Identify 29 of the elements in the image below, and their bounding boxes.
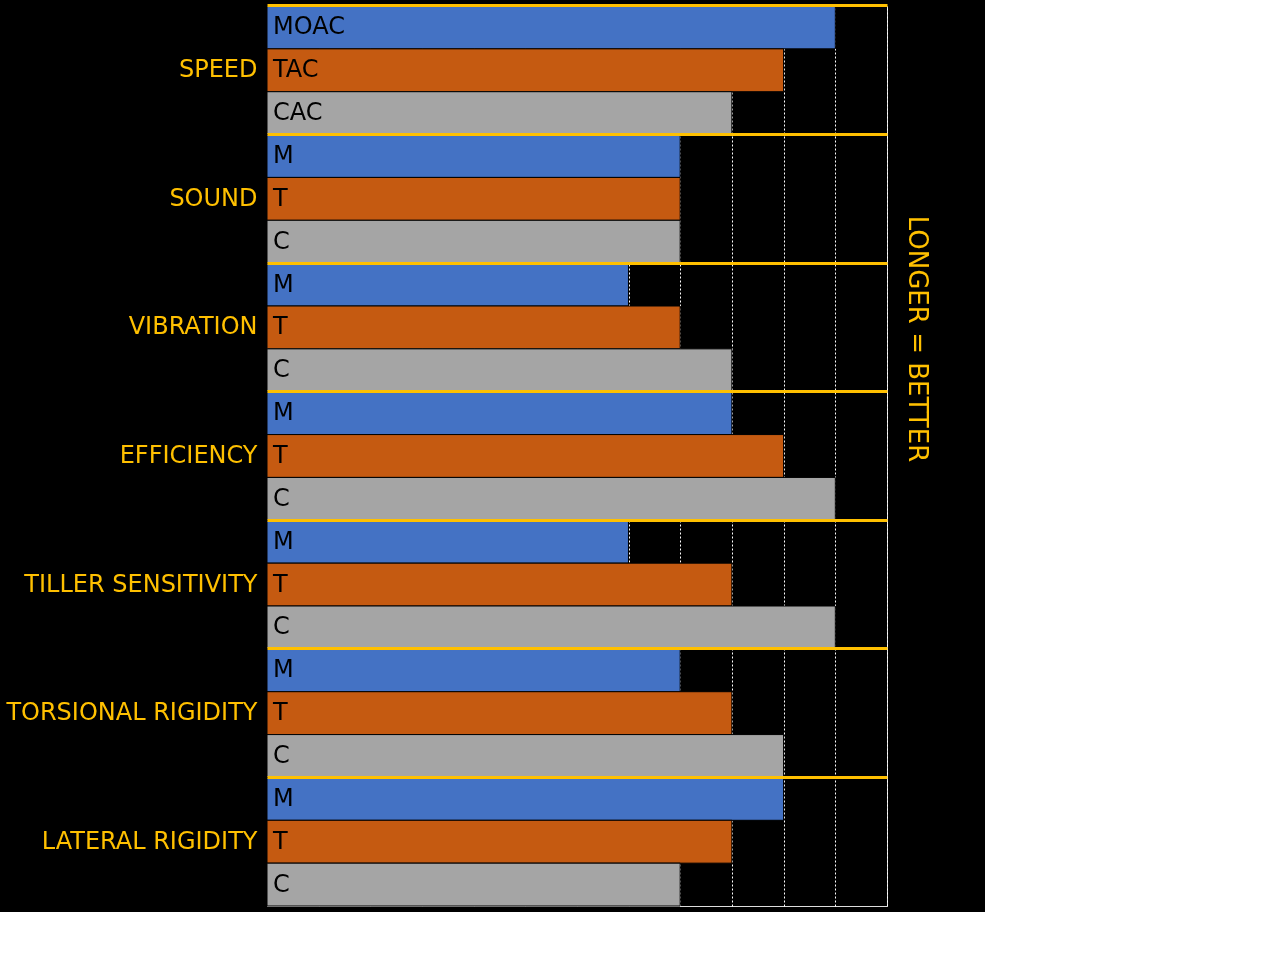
annotation: M	[273, 783, 294, 812]
annotation: M	[273, 141, 294, 169]
annotation: T	[272, 312, 288, 341]
annotation: C	[273, 355, 290, 384]
annotation: M	[273, 269, 294, 298]
y-tick-label: SOUND	[169, 183, 258, 212]
annotation: C	[273, 869, 290, 898]
annotation: T	[272, 183, 288, 212]
y-tick-label: TORSIONAL RIGIDITY	[5, 698, 258, 727]
annotation: M	[273, 526, 294, 555]
y-tick-label: SPEED	[178, 55, 258, 84]
series-label: CAC	[273, 98, 323, 127]
annotation: C	[273, 741, 290, 769]
y-tick-label: LATERAL RIGIDITY	[41, 826, 258, 855]
annotation: C	[273, 483, 290, 512]
series-label: MOAC	[273, 12, 345, 41]
y-tick-label: EFFICIENCY	[119, 441, 258, 469]
y-tick-label: VIBRATION	[128, 312, 258, 341]
y-tick-label: TILLER SENSITIVITY	[23, 569, 258, 598]
series-label: TAC	[272, 55, 319, 84]
annotation: C	[273, 226, 290, 255]
annotation: T	[272, 698, 288, 727]
annotation: T	[272, 569, 288, 598]
y2-axis-title: LONGER = BETTER	[903, 215, 933, 463]
annotation: C	[273, 612, 290, 641]
annotation: M	[273, 655, 294, 684]
annotation: T	[272, 826, 288, 855]
annotation: T	[272, 441, 288, 469]
annotation: M	[273, 398, 294, 427]
